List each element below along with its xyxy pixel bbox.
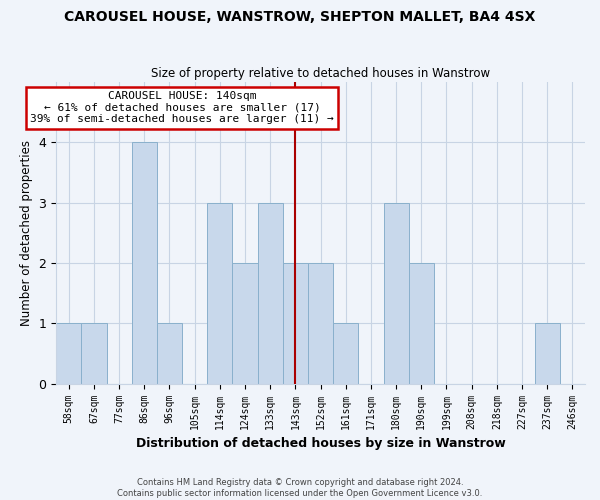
Bar	[257, 202, 283, 384]
Bar	[409, 263, 434, 384]
Bar	[56, 324, 82, 384]
Text: Contains HM Land Registry data © Crown copyright and database right 2024.
Contai: Contains HM Land Registry data © Crown c…	[118, 478, 482, 498]
Bar	[207, 202, 232, 384]
Title: Size of property relative to detached houses in Wanstrow: Size of property relative to detached ho…	[151, 66, 490, 80]
Text: CAROUSEL HOUSE, WANSTROW, SHEPTON MALLET, BA4 4SX: CAROUSEL HOUSE, WANSTROW, SHEPTON MALLET…	[64, 10, 536, 24]
Bar	[308, 263, 333, 384]
X-axis label: Distribution of detached houses by size in Wanstrow: Distribution of detached houses by size …	[136, 437, 505, 450]
Bar	[82, 324, 107, 384]
Bar	[333, 324, 358, 384]
Bar	[283, 263, 308, 384]
Bar	[157, 324, 182, 384]
Bar	[132, 142, 157, 384]
Y-axis label: Number of detached properties: Number of detached properties	[20, 140, 33, 326]
Bar	[535, 324, 560, 384]
Text: CAROUSEL HOUSE: 140sqm
← 61% of detached houses are smaller (17)
39% of semi-det: CAROUSEL HOUSE: 140sqm ← 61% of detached…	[30, 91, 334, 124]
Bar	[383, 202, 409, 384]
Bar	[232, 263, 257, 384]
